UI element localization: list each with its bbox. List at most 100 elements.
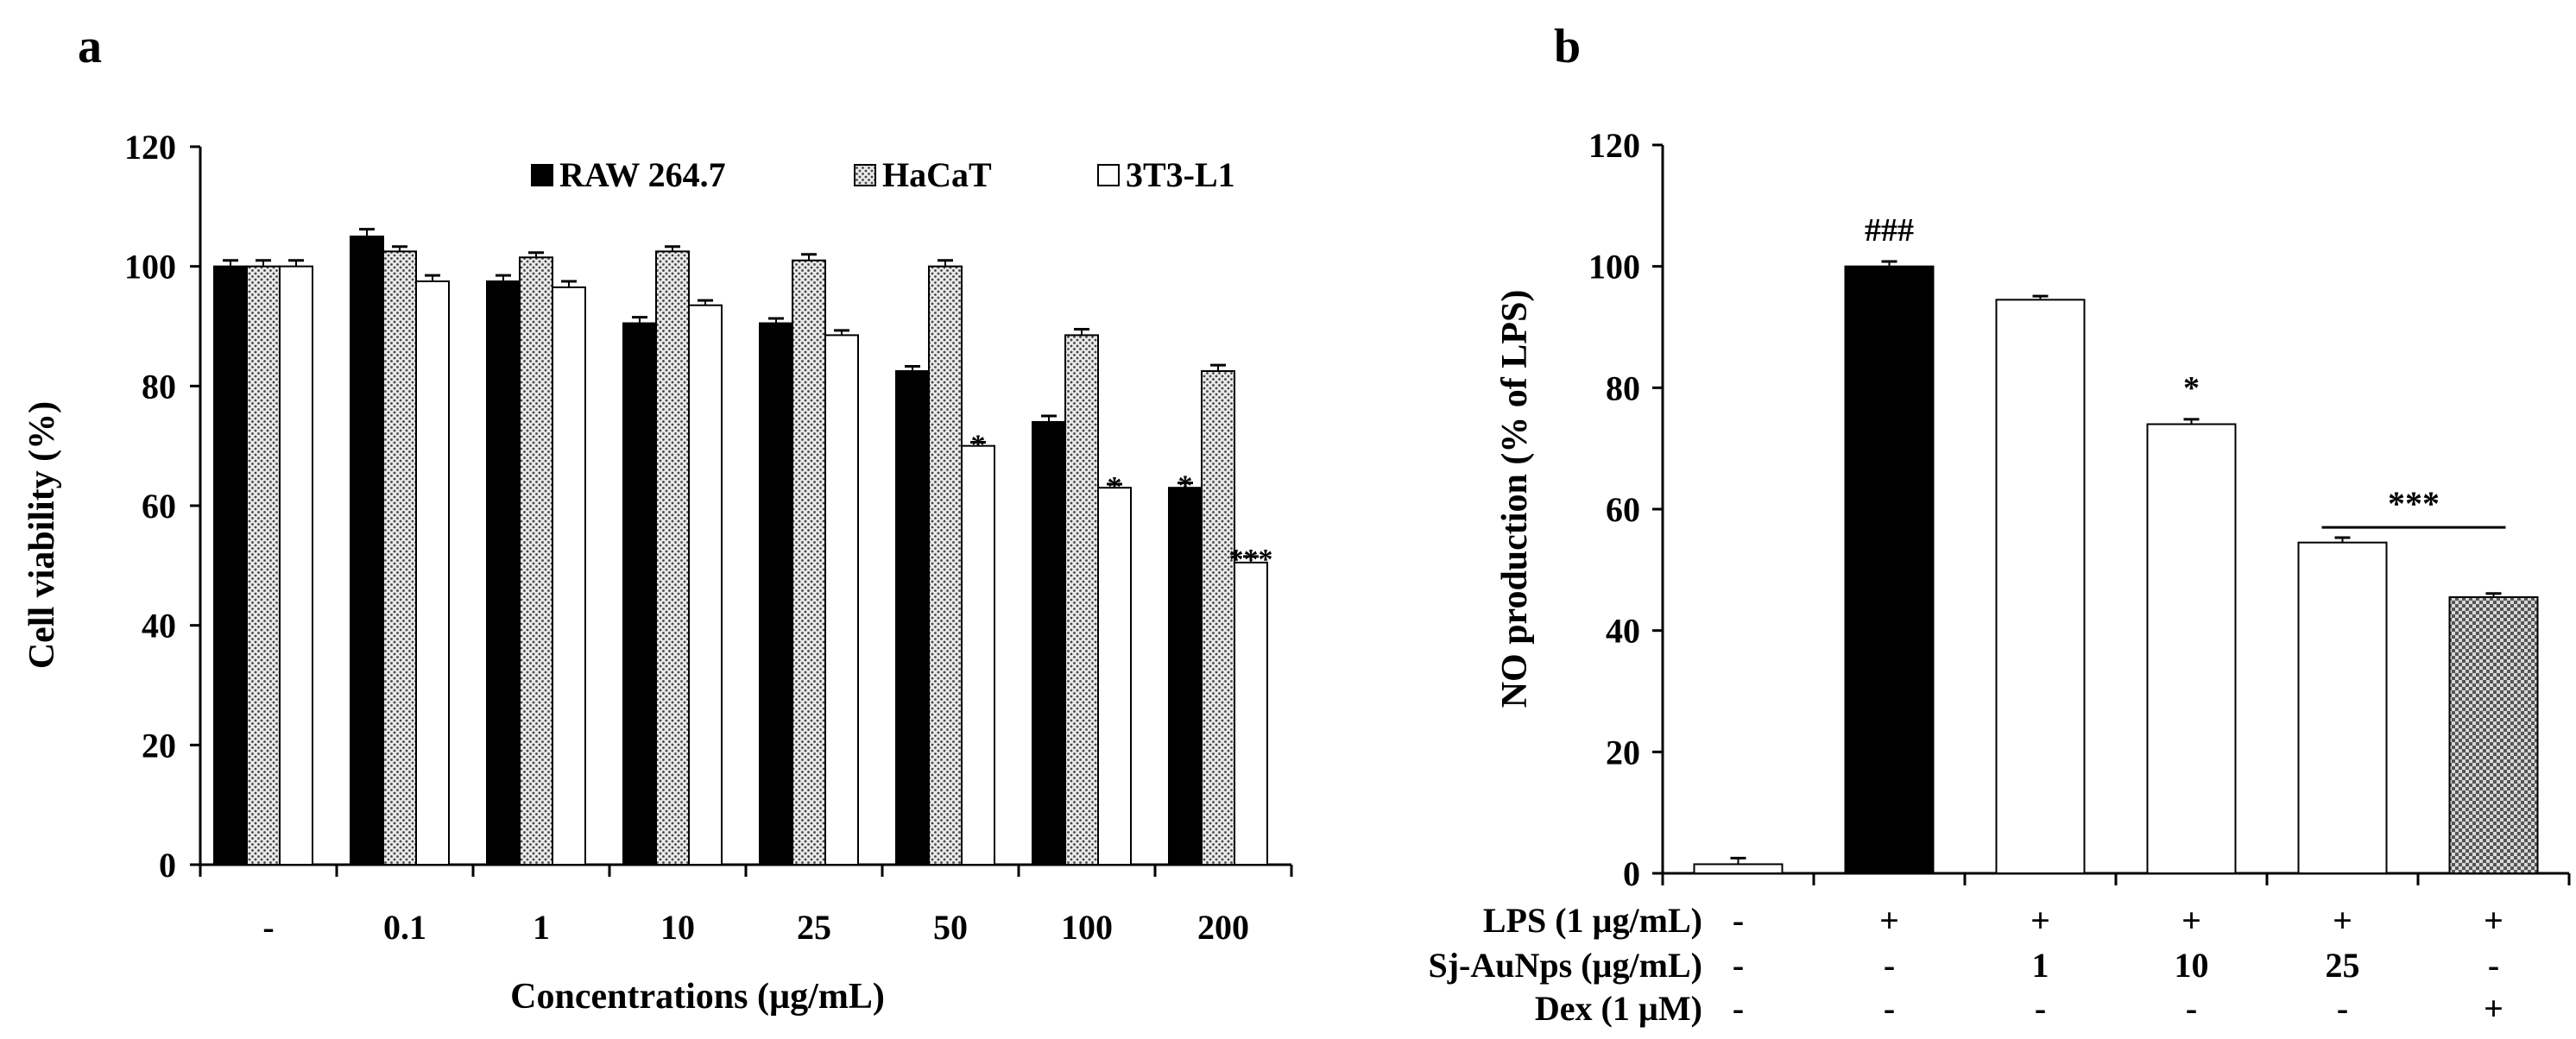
bar xyxy=(415,280,450,866)
panel-a-letter: a xyxy=(78,20,102,73)
bar xyxy=(1995,299,2086,875)
panel-b-bars: ###**** xyxy=(1693,212,2539,875)
treatment-cell: + xyxy=(2484,989,2503,1028)
y-tick-label: 100 xyxy=(124,248,176,287)
bar xyxy=(552,286,586,866)
treatment-cell: 10 xyxy=(2175,946,2209,985)
y-tick-label: 120 xyxy=(1588,126,1640,165)
treatment-cell: - xyxy=(1733,901,1744,940)
panel-a-y-axis-label: Cell viability (%) xyxy=(22,401,62,669)
bar xyxy=(519,256,553,866)
bar xyxy=(688,304,723,866)
bar xyxy=(213,265,248,866)
bar xyxy=(1201,370,1235,866)
panel-b-treatment-table: LPS (1 µg/mL) - + + + + +Sj-AuNps (µg/mL) - -1 10… xyxy=(1428,901,2503,1028)
legend-label-3t3: 3T3-L1 xyxy=(1126,155,1235,194)
bar xyxy=(1693,863,1784,875)
y-tick-label: 80 xyxy=(1606,368,1640,407)
treatment-cell: - xyxy=(1884,989,1895,1028)
treatment-cell: - xyxy=(1884,946,1895,985)
bar xyxy=(1844,265,1935,874)
significance-mark: * xyxy=(971,430,986,462)
panel-a-axes: 0 20 40 60 80 100 120 - 0.1 1 10 25 50 100 200 xyxy=(124,128,1293,947)
panel-b-letter: b xyxy=(1554,20,1581,73)
panel-a-legend: RAW 264.7 HaCaT 3T3-L1 xyxy=(531,155,1235,194)
bar xyxy=(486,280,521,866)
x-tick-label: 200 xyxy=(1197,908,1249,947)
treatment-cell: - xyxy=(1733,946,1744,985)
bar xyxy=(928,265,963,866)
y-tick-label: 0 xyxy=(159,846,176,885)
panel-a-x-axis-label: Concentrations (µg/mL) xyxy=(510,977,885,1017)
bar xyxy=(792,259,826,866)
treatment-cell: 1 xyxy=(2032,946,2049,985)
significance-mark: * xyxy=(2183,370,2200,406)
treatment-cell: - xyxy=(2035,989,2046,1028)
bar xyxy=(279,265,313,866)
x-tick-label: 10 xyxy=(660,908,695,947)
significance-mark: * xyxy=(1108,471,1122,503)
treatment-cell: + xyxy=(2333,901,2352,940)
significance-mark: * xyxy=(1178,470,1193,502)
significance-mark: *** xyxy=(2388,484,2440,523)
legend-label-hacat: HaCaT xyxy=(882,155,992,194)
y-tick-label: 0 xyxy=(1623,854,1640,893)
treatment-cell: + xyxy=(2181,901,2201,940)
bar xyxy=(350,236,384,866)
treatment-cell: - xyxy=(1733,989,1744,1028)
y-tick-label: 60 xyxy=(142,487,176,526)
x-tick-label: 1 xyxy=(533,908,550,947)
bar xyxy=(1064,334,1099,866)
x-tick-label: 0.1 xyxy=(383,908,426,947)
legend-swatch-3t3 xyxy=(1097,164,1120,186)
legend-swatch-hacat xyxy=(854,164,876,186)
bar xyxy=(2146,423,2237,874)
y-tick-label: 100 xyxy=(1588,248,1640,287)
treatment-cell: - xyxy=(2488,946,2499,985)
significance-mark: *** xyxy=(1229,544,1273,576)
legend-label-raw: RAW 264.7 xyxy=(559,155,726,194)
treatment-row-label: LPS (1 µg/mL) xyxy=(1483,901,1702,940)
treatment-row-label: Dex (1 µM) xyxy=(1535,989,1702,1028)
bar xyxy=(382,250,417,866)
y-tick-label: 60 xyxy=(1606,490,1640,529)
bar xyxy=(1234,561,1268,866)
x-tick-label: 100 xyxy=(1061,908,1113,947)
treatment-cell: 25 xyxy=(2326,946,2360,985)
panel-b-axes: 0 20 40 60 80 100 120 xyxy=(1588,126,2571,893)
treatment-cell: - xyxy=(2337,989,2348,1028)
x-tick-label: 50 xyxy=(933,908,968,947)
y-tick-label: 40 xyxy=(1606,612,1640,651)
panel-b-y-axis-label: NO production (% of LPS) xyxy=(1495,290,1535,708)
panel-a-bars: ****** xyxy=(213,228,1273,866)
bar xyxy=(961,444,995,866)
bar xyxy=(622,322,657,866)
bar xyxy=(1168,487,1203,866)
treatment-cell: + xyxy=(2030,901,2050,940)
y-tick-label: 20 xyxy=(1606,733,1640,771)
bar xyxy=(824,334,859,866)
significance-mark: ### xyxy=(1865,212,1914,249)
bar xyxy=(895,370,930,866)
bar xyxy=(246,265,281,866)
treatment-cell: + xyxy=(1879,901,1899,940)
legend-swatch-raw xyxy=(531,164,553,186)
x-tick-label: - xyxy=(262,908,274,947)
treatment-row-label: Sj-AuNps (µg/mL) xyxy=(1428,946,1702,985)
bar xyxy=(1032,420,1066,866)
y-tick-label: 20 xyxy=(142,726,176,765)
bar xyxy=(2448,595,2539,874)
y-tick-label: 40 xyxy=(142,607,176,645)
bar xyxy=(759,322,793,866)
y-tick-label: 80 xyxy=(142,367,176,406)
bar xyxy=(1097,487,1132,866)
bar xyxy=(655,250,690,866)
treatment-cell: - xyxy=(2186,989,2197,1028)
x-tick-label: 25 xyxy=(797,908,831,947)
y-tick-label: 120 xyxy=(124,128,176,167)
bar xyxy=(2297,541,2388,875)
treatment-cell: + xyxy=(2484,901,2503,940)
